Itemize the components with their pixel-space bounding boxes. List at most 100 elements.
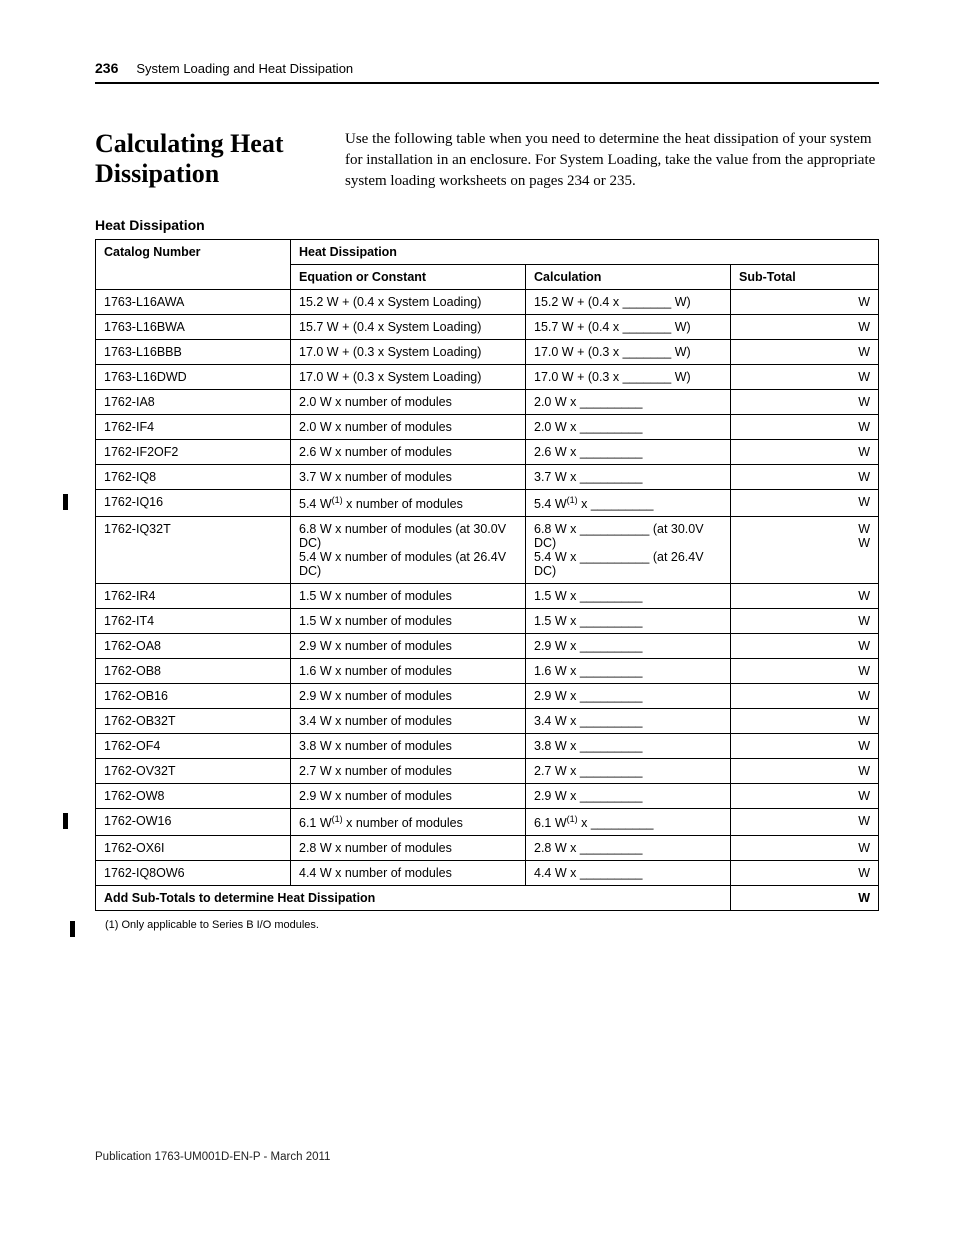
change-bar-icon	[63, 494, 68, 510]
cell-equation: 6.8 W x number of modules (at 30.0V DC)5…	[291, 517, 526, 584]
table-row: 1762-IQ83.7 W x number of modules3.7 W x…	[96, 465, 879, 490]
cell-calculation: 3.7 W x _________	[526, 465, 731, 490]
cell-subtotal: W	[731, 861, 879, 886]
cell-subtotal: W	[731, 290, 879, 315]
cell-calculation: 5.4 W(1) x _________	[526, 490, 731, 517]
cell-catalog: 1762-OA8	[96, 634, 291, 659]
section-intro-row: Calculating Heat Dissipation Use the fol…	[95, 129, 879, 192]
cell-subtotal: W	[731, 836, 879, 861]
table-row: 1762-IT41.5 W x number of modules1.5 W x…	[96, 609, 879, 634]
cell-catalog: 1763-L16BBB	[96, 340, 291, 365]
cell-catalog: 1762-IA8	[96, 390, 291, 415]
table-row: 1763-L16AWA15.2 W + (0.4 x System Loadin…	[96, 290, 879, 315]
cell-equation: 4.4 W x number of modules	[291, 861, 526, 886]
cell-equation: 2.0 W x number of modules	[291, 390, 526, 415]
cell-equation: 2.9 W x number of modules	[291, 634, 526, 659]
table-row: 1762-OB162.9 W x number of modules2.9 W …	[96, 684, 879, 709]
cell-subtotal: W	[731, 584, 879, 609]
cell-calculation: 17.0 W + (0.3 x _______ W)	[526, 340, 731, 365]
table-row: 1762-IQ165.4 W(1) x number of modules5.4…	[96, 490, 879, 517]
table-row: 1763-L16BBB17.0 W + (0.3 x System Loadin…	[96, 340, 879, 365]
table-row: 1762-IQ8OW64.4 W x number of modules4.4 …	[96, 861, 879, 886]
cell-calculation: 2.9 W x _________	[526, 634, 731, 659]
cell-catalog: 1762-IQ16	[96, 490, 291, 517]
cell-equation: 2.9 W x number of modules	[291, 784, 526, 809]
cell-subtotal: W	[731, 759, 879, 784]
cell-calculation: 3.4 W x _________	[526, 709, 731, 734]
col-catalog-number: Catalog Number	[96, 240, 291, 290]
cell-catalog: 1762-IR4	[96, 584, 291, 609]
cell-catalog: 1762-OW8	[96, 784, 291, 809]
cell-catalog: 1762-IQ32T	[96, 517, 291, 584]
table-row: 1762-IF42.0 W x number of modules2.0 W x…	[96, 415, 879, 440]
cell-equation: 2.8 W x number of modules	[291, 836, 526, 861]
cell-catalog: 1762-OB8	[96, 659, 291, 684]
cell-calculation: 2.0 W x _________	[526, 390, 731, 415]
cell-calculation: 15.7 W + (0.4 x _______ W)	[526, 315, 731, 340]
cell-catalog: 1762-IF2OF2	[96, 440, 291, 465]
cell-equation: 17.0 W + (0.3 x System Loading)	[291, 340, 526, 365]
cell-equation: 3.4 W x number of modules	[291, 709, 526, 734]
cell-calculation: 1.5 W x _________	[526, 584, 731, 609]
cell-equation: 15.2 W + (0.4 x System Loading)	[291, 290, 526, 315]
cell-equation: 2.9 W x number of modules	[291, 684, 526, 709]
table-row: 1762-OB32T3.4 W x number of modules3.4 W…	[96, 709, 879, 734]
cell-calculation: 1.6 W x _________	[526, 659, 731, 684]
table-row: 1762-OF43.8 W x number of modules3.8 W x…	[96, 734, 879, 759]
cell-catalog: 1762-OV32T	[96, 759, 291, 784]
table-row: 1762-OB81.6 W x number of modules1.6 W x…	[96, 659, 879, 684]
cell-subtotal: W	[731, 709, 879, 734]
table-footer-label: Add Sub-Totals to determine Heat Dissipa…	[96, 886, 731, 911]
cell-catalog: 1762-IQ8OW6	[96, 861, 291, 886]
cell-equation: 1.6 W x number of modules	[291, 659, 526, 684]
cell-catalog: 1762-OB32T	[96, 709, 291, 734]
publication-info: Publication 1763-UM001D-EN-P - March 201…	[95, 1151, 879, 1163]
cell-calculation: 2.7 W x _________	[526, 759, 731, 784]
cell-subtotal: W	[731, 734, 879, 759]
col-calculation: Calculation	[526, 265, 731, 290]
col-equation: Equation or Constant	[291, 265, 526, 290]
cell-calculation: 2.0 W x _________	[526, 415, 731, 440]
cell-subtotal: W	[731, 365, 879, 390]
cell-calculation: 6.8 W x __________ (at 30.0V DC)5.4 W x …	[526, 517, 731, 584]
cell-catalog: 1762-IT4	[96, 609, 291, 634]
section-intro-text: Use the following table when you need to…	[345, 129, 879, 192]
cell-calculation: 2.9 W x _________	[526, 684, 731, 709]
page-number: 236	[95, 60, 118, 76]
table-footer-value: W	[731, 886, 879, 911]
col-heat-dissipation: Heat Dissipation	[291, 240, 879, 265]
section-title: Calculating Heat Dissipation	[95, 129, 305, 192]
change-bar-icon	[70, 921, 75, 937]
table-row: 1762-IF2OF22.6 W x number of modules2.6 …	[96, 440, 879, 465]
cell-subtotal: W	[731, 440, 879, 465]
cell-catalog: 1762-IQ8	[96, 465, 291, 490]
heat-dissipation-table: Catalog Number Heat Dissipation Equation…	[95, 239, 879, 911]
cell-catalog: 1763-L16AWA	[96, 290, 291, 315]
table-row: 1762-OW166.1 W(1) x number of modules6.1…	[96, 809, 879, 836]
cell-subtotal: W	[731, 465, 879, 490]
chapter-title: System Loading and Heat Dissipation	[136, 61, 353, 76]
table-row: 1762-IR41.5 W x number of modules1.5 W x…	[96, 584, 879, 609]
cell-catalog: 1762-OB16	[96, 684, 291, 709]
cell-subtotal: W	[731, 390, 879, 415]
cell-equation: 2.7 W x number of modules	[291, 759, 526, 784]
cell-subtotal: W	[731, 809, 879, 836]
table-row: 1762-OA82.9 W x number of modules2.9 W x…	[96, 634, 879, 659]
cell-subtotal: W	[731, 340, 879, 365]
cell-subtotal: W	[731, 659, 879, 684]
cell-calculation: 6.1 W(1) x _________	[526, 809, 731, 836]
cell-subtotal: W	[731, 490, 879, 517]
table-row: 1762-IQ32T6.8 W x number of modules (at …	[96, 517, 879, 584]
cell-equation: 2.6 W x number of modules	[291, 440, 526, 465]
cell-catalog: 1762-IF4	[96, 415, 291, 440]
cell-subtotal: W	[731, 784, 879, 809]
table-title: Heat Dissipation	[95, 217, 879, 233]
cell-calculation: 1.5 W x _________	[526, 609, 731, 634]
cell-equation: 2.0 W x number of modules	[291, 415, 526, 440]
cell-catalog: 1763-L16DWD	[96, 365, 291, 390]
cell-subtotal: W	[731, 315, 879, 340]
cell-subtotal: W	[731, 634, 879, 659]
cell-equation: 1.5 W x number of modules	[291, 584, 526, 609]
cell-equation: 3.8 W x number of modules	[291, 734, 526, 759]
cell-equation: 3.7 W x number of modules	[291, 465, 526, 490]
